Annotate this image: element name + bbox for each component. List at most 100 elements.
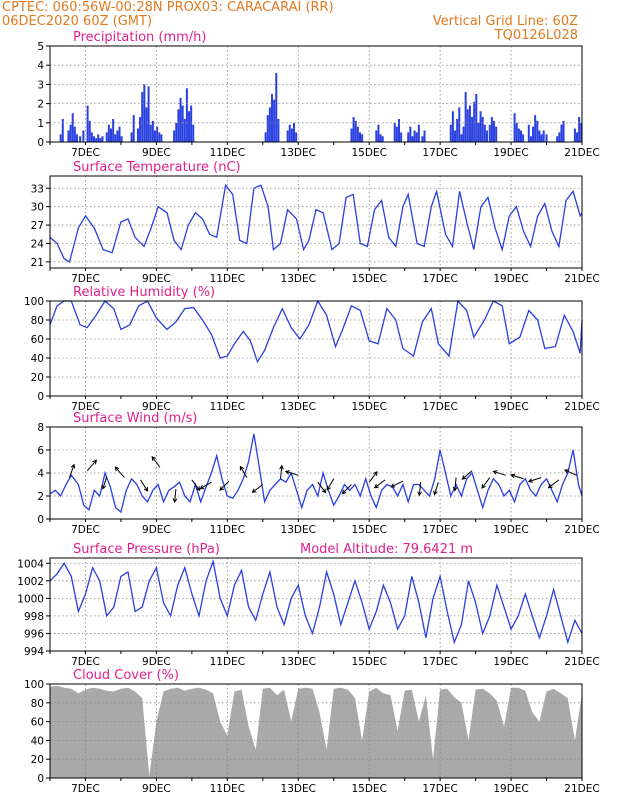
wind-arrow bbox=[454, 477, 457, 491]
precip-bar bbox=[101, 136, 104, 142]
y-tick-label: 996 bbox=[24, 628, 44, 640]
precip-bar bbox=[59, 134, 62, 142]
precip-bar bbox=[393, 122, 396, 142]
wind-arrow-head bbox=[151, 456, 156, 461]
y-tick-label: 6 bbox=[37, 445, 44, 457]
wind-arrow bbox=[418, 482, 422, 496]
panel-title-wind: Surface Wind (m/s) bbox=[73, 411, 197, 426]
y-tick-label: 1004 bbox=[17, 558, 44, 570]
precip-bar bbox=[560, 124, 563, 142]
x-date-label: 15DEC bbox=[351, 401, 386, 413]
y-tick-label: 24 bbox=[31, 238, 45, 250]
wind-arrow-head bbox=[373, 470, 378, 476]
x-date-label: 21DEC bbox=[564, 524, 599, 536]
precip-bar bbox=[413, 130, 416, 142]
x-date-label: 7DEC bbox=[71, 401, 100, 413]
x-date-label: 9DEC bbox=[142, 147, 171, 159]
precip-bar bbox=[181, 105, 184, 142]
panel-rh: Relative Humidity (%) 0 20 40 60 80 100 7DEC 9DE… bbox=[24, 285, 600, 413]
precip-bar bbox=[352, 117, 355, 142]
precip-bar bbox=[377, 124, 380, 142]
x-date-label: 15DEC bbox=[351, 783, 386, 795]
precip-bar bbox=[151, 120, 154, 142]
x-date-label: 17DEC bbox=[422, 656, 457, 668]
precip-bar bbox=[90, 132, 93, 142]
precip-bar bbox=[451, 111, 454, 142]
header-run-date: 06DEC2020 60Z (GMT) bbox=[2, 14, 152, 29]
wind-arrow-head bbox=[547, 483, 553, 489]
precip-bar bbox=[558, 132, 561, 142]
wind-arrow bbox=[239, 466, 248, 478]
precip-bar bbox=[466, 109, 469, 142]
precip-bar bbox=[266, 115, 269, 142]
panel-frame-temp bbox=[49, 175, 583, 269]
wind-arrow bbox=[342, 484, 352, 494]
precip-bar bbox=[538, 130, 541, 142]
precip-bar bbox=[449, 124, 452, 142]
precip-bar bbox=[105, 132, 108, 142]
precip-bar bbox=[458, 107, 461, 142]
wind-arrow-head bbox=[143, 486, 149, 492]
precip-bar bbox=[69, 124, 72, 142]
y-tick-label: 40 bbox=[31, 353, 44, 365]
wind-arrow bbox=[252, 484, 264, 493]
precip-bar bbox=[264, 132, 267, 142]
precip-bar bbox=[277, 118, 280, 142]
precip-bar bbox=[286, 130, 289, 142]
y-tick-label: 0 bbox=[37, 514, 44, 526]
panel-wind: Surface Wind (m/s) 0 2 4 6 8 7DEC 9DEC 11DEC 13DE… bbox=[37, 411, 599, 536]
precip-bar bbox=[107, 124, 110, 142]
precip-bar bbox=[545, 134, 548, 142]
precip-bar bbox=[92, 136, 95, 142]
wind-arrow-head bbox=[172, 498, 178, 504]
x-date-label: 11DEC bbox=[210, 783, 245, 795]
x-date-label: 7DEC bbox=[71, 656, 100, 668]
precip-bar bbox=[97, 134, 100, 142]
precip-bar bbox=[147, 86, 150, 142]
x-date-label: 7DEC bbox=[71, 524, 100, 536]
precip-bar bbox=[381, 136, 384, 142]
precip-bar bbox=[473, 101, 476, 142]
precip-bar bbox=[464, 92, 467, 142]
y-tick-label: 100 bbox=[24, 679, 44, 691]
precip-bar bbox=[580, 122, 583, 142]
precip-bar bbox=[397, 118, 400, 142]
precip-bar bbox=[82, 130, 85, 142]
wind-arrow-head bbox=[461, 475, 467, 480]
y-tick-label: 30 bbox=[31, 202, 44, 214]
x-date-label: 9DEC bbox=[142, 656, 171, 668]
x-date-label: 15DEC bbox=[351, 273, 386, 285]
x-date-label: 15DEC bbox=[351, 147, 386, 159]
precip-bar bbox=[411, 136, 414, 142]
precip-bar bbox=[185, 88, 188, 142]
panel-title-rh: Relative Humidity (%) bbox=[73, 285, 215, 300]
precip-bar bbox=[183, 118, 186, 142]
y-tick-label: 4 bbox=[37, 60, 44, 72]
precip-bar bbox=[88, 120, 91, 142]
precip-bar bbox=[515, 122, 518, 142]
x-date-label: 17DEC bbox=[422, 147, 457, 159]
precip-bar bbox=[415, 132, 418, 142]
wind-arrow-head bbox=[433, 490, 438, 496]
precip-bar bbox=[275, 72, 278, 142]
wind-arrow bbox=[461, 470, 473, 480]
precip-bar bbox=[483, 124, 486, 142]
wind-arrow-head bbox=[390, 483, 396, 488]
wind-arrow bbox=[433, 482, 439, 495]
precip-bar bbox=[175, 122, 178, 142]
wind-arrow bbox=[564, 469, 577, 476]
x-date-label: 19DEC bbox=[493, 524, 528, 536]
precip-bar bbox=[529, 136, 532, 142]
precip-bar bbox=[495, 126, 498, 142]
wind-arrow bbox=[191, 479, 201, 491]
y-tick-label: 100 bbox=[24, 296, 44, 308]
panel-pressure: Surface Pressure (hPa) Model Altitude: 79… bbox=[17, 542, 599, 668]
precip-bar bbox=[67, 130, 70, 142]
precip-bar bbox=[160, 134, 163, 142]
wind-arrow-head bbox=[239, 465, 245, 471]
wind-arrow-head bbox=[373, 483, 379, 489]
header-grid-line: Vertical Grid Line: 60Z bbox=[433, 14, 578, 29]
precip-bar bbox=[273, 99, 276, 142]
precip-bar bbox=[293, 122, 296, 142]
